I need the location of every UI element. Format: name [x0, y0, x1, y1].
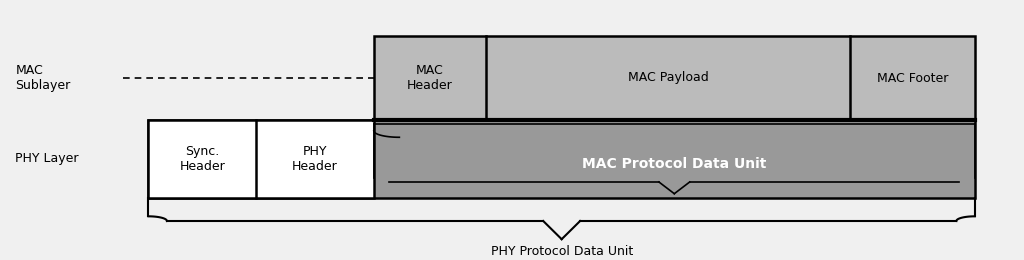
- Bar: [374, 36, 975, 120]
- Text: Sync.
Header: Sync. Header: [179, 145, 225, 173]
- Text: MAC Footer: MAC Footer: [877, 72, 948, 84]
- Bar: [148, 120, 975, 198]
- Text: PHY Layer: PHY Layer: [15, 152, 79, 165]
- Bar: [148, 120, 374, 198]
- Text: PHY
Header: PHY Header: [292, 145, 338, 173]
- Text: MAC Protocol Data Unit: MAC Protocol Data Unit: [582, 157, 767, 171]
- Text: PHY Protocol Data Unit: PHY Protocol Data Unit: [490, 245, 633, 258]
- Text: MAC
Sublayer: MAC Sublayer: [15, 64, 71, 92]
- Text: MAC Payload: MAC Payload: [628, 72, 709, 84]
- Text: MAC
Header: MAC Header: [408, 64, 453, 92]
